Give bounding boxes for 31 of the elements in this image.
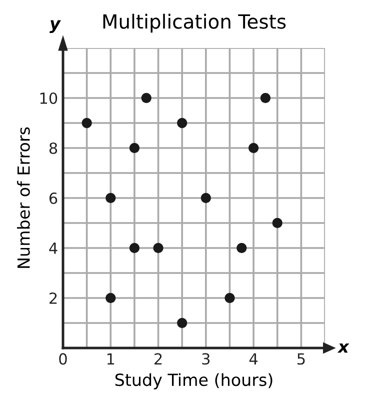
point	[106, 192, 116, 204]
point	[153, 242, 164, 254]
x-tick-label: 1	[107, 353, 114, 364]
text: x	[337, 343, 350, 353]
point	[248, 142, 259, 154]
point	[129, 142, 140, 154]
point	[141, 92, 152, 104]
point	[224, 292, 235, 304]
point	[177, 318, 188, 328]
x-tick-label: 5	[298, 353, 305, 365]
y-axis-title: Number of Errors	[17, 127, 30, 268]
x-tick-label: 0	[59, 353, 67, 365]
x-tick-label: 2	[154, 353, 162, 364]
y-tick-label: 8	[49, 142, 58, 154]
x-tick-label: 3	[202, 353, 210, 365]
point	[106, 292, 116, 304]
y-tick-label: 4	[49, 242, 58, 254]
y-tick-label: 10	[40, 92, 58, 104]
point	[260, 92, 271, 104]
y-tick-label: 2	[50, 292, 57, 304]
y-tick-label: 6	[49, 192, 58, 204]
point	[200, 192, 211, 204]
point	[272, 218, 282, 228]
chart-title: Multiplication Tests	[103, 14, 286, 33]
x-axis-title: Study Time (hours)	[115, 373, 272, 390]
x-tick-label: 4	[249, 353, 258, 364]
point	[177, 118, 188, 128]
point	[129, 242, 140, 254]
point	[82, 118, 92, 128]
text: y	[50, 20, 61, 33]
point	[236, 242, 247, 254]
